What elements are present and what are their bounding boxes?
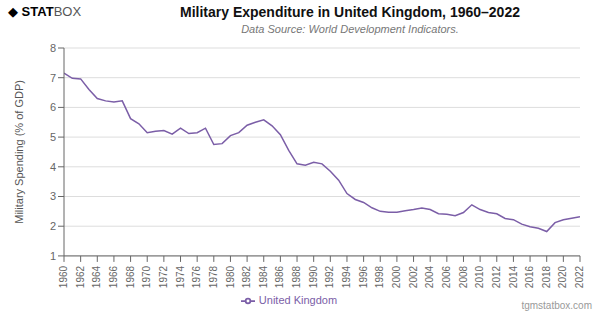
svg-text:2008: 2008	[458, 265, 469, 288]
svg-text:2004: 2004	[424, 265, 435, 288]
svg-text:1964: 1964	[91, 265, 102, 288]
svg-text:Military Spending (% of GDP): Military Spending (% of GDP)	[13, 80, 25, 224]
svg-text:2010: 2010	[474, 265, 485, 288]
svg-text:1990: 1990	[308, 265, 319, 288]
svg-text:4: 4	[50, 161, 56, 173]
svg-text:1984: 1984	[258, 265, 269, 288]
svg-text:2020: 2020	[557, 265, 568, 288]
svg-text:1960: 1960	[58, 265, 69, 288]
svg-text:1968: 1968	[125, 265, 136, 288]
svg-text:8: 8	[50, 42, 56, 54]
svg-text:1974: 1974	[175, 265, 186, 288]
svg-text:1970: 1970	[141, 265, 152, 288]
svg-text:1988: 1988	[291, 265, 302, 288]
svg-text:2000: 2000	[391, 265, 402, 288]
svg-text:2016: 2016	[524, 265, 535, 288]
svg-text:1994: 1994	[341, 265, 352, 288]
svg-text:1962: 1962	[75, 265, 86, 288]
svg-text:1978: 1978	[208, 265, 219, 288]
html-text:Data Source: World Development: Data Source: World Development Indicator…	[241, 23, 459, 35]
svg-text:5: 5	[50, 131, 56, 143]
svg-text:1998: 1998	[374, 265, 385, 288]
svg-text:7: 7	[50, 72, 56, 84]
html-text:Military Expenditure in United: Military Expenditure in United Kingdom, …	[180, 4, 520, 20]
svg-text:2: 2	[50, 220, 56, 232]
svg-text:3: 3	[50, 190, 56, 202]
svg-text:2022: 2022	[574, 265, 585, 288]
svg-text:2014: 2014	[508, 265, 519, 288]
svg-text:2012: 2012	[491, 265, 502, 288]
svg-text:1992: 1992	[324, 265, 335, 288]
svg-text:1976: 1976	[191, 265, 202, 288]
svg-text:1972: 1972	[158, 265, 169, 288]
html-text:tgmstatbox.com: tgmstatbox.com	[521, 300, 592, 311]
html-text:◆ STAT BOX: ◆ STAT BOX	[8, 4, 82, 19]
html-text:United Kingdom: United Kingdom	[258, 293, 338, 306]
svg-text:6: 6	[50, 101, 56, 113]
svg-text:1982: 1982	[241, 265, 252, 288]
svg-text:2006: 2006	[441, 265, 452, 288]
svg-text:1986: 1986	[274, 265, 285, 288]
svg-text:2002: 2002	[408, 265, 419, 288]
svg-text:2018: 2018	[541, 265, 552, 288]
svg-text:1980: 1980	[225, 265, 236, 288]
svg-text:1966: 1966	[108, 265, 119, 288]
svg-text:1996: 1996	[358, 265, 369, 288]
svg-text:1: 1	[50, 250, 56, 262]
